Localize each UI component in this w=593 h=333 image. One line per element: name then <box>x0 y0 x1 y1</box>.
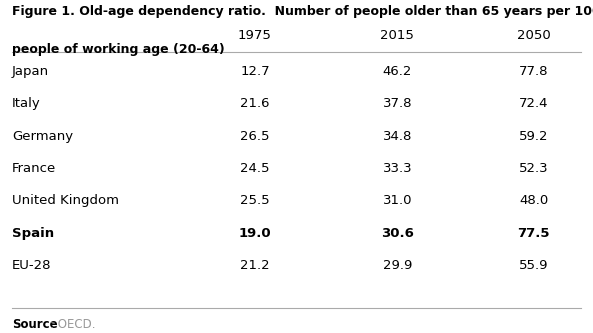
Text: 33.3: 33.3 <box>382 162 412 175</box>
Text: 37.8: 37.8 <box>382 97 412 111</box>
Text: people of working age (20-64): people of working age (20-64) <box>12 43 225 56</box>
Text: Spain: Spain <box>12 226 54 240</box>
Text: 12.7: 12.7 <box>240 65 270 78</box>
Text: Figure 1. Old-age dependency ratio.  Number of people older than 65 years per 10: Figure 1. Old-age dependency ratio. Numb… <box>12 5 593 18</box>
Text: 2050: 2050 <box>517 29 550 42</box>
Text: Germany: Germany <box>12 130 73 143</box>
Text: : OECD.: : OECD. <box>50 318 96 331</box>
Text: 46.2: 46.2 <box>382 65 412 78</box>
Text: 77.5: 77.5 <box>518 226 550 240</box>
Text: 21.6: 21.6 <box>240 97 270 111</box>
Text: 21.2: 21.2 <box>240 259 270 272</box>
Text: Source: Source <box>12 318 58 331</box>
Text: 24.5: 24.5 <box>240 162 270 175</box>
Text: 55.9: 55.9 <box>519 259 549 272</box>
Text: 59.2: 59.2 <box>519 130 549 143</box>
Text: United Kingdom: United Kingdom <box>12 194 119 207</box>
Text: France: France <box>12 162 56 175</box>
Text: Italy: Italy <box>12 97 40 111</box>
Text: 34.8: 34.8 <box>382 130 412 143</box>
Text: 30.6: 30.6 <box>381 226 414 240</box>
Text: 19.0: 19.0 <box>238 226 272 240</box>
Text: 29.9: 29.9 <box>382 259 412 272</box>
Text: 48.0: 48.0 <box>519 194 549 207</box>
Text: 31.0: 31.0 <box>382 194 412 207</box>
Text: 1975: 1975 <box>238 29 272 42</box>
Text: 52.3: 52.3 <box>519 162 549 175</box>
Text: Japan: Japan <box>12 65 49 78</box>
Text: 77.8: 77.8 <box>519 65 549 78</box>
Text: 72.4: 72.4 <box>519 97 549 111</box>
Text: 2015: 2015 <box>380 29 415 42</box>
Text: 25.5: 25.5 <box>240 194 270 207</box>
Text: 26.5: 26.5 <box>240 130 270 143</box>
Text: EU-28: EU-28 <box>12 259 52 272</box>
